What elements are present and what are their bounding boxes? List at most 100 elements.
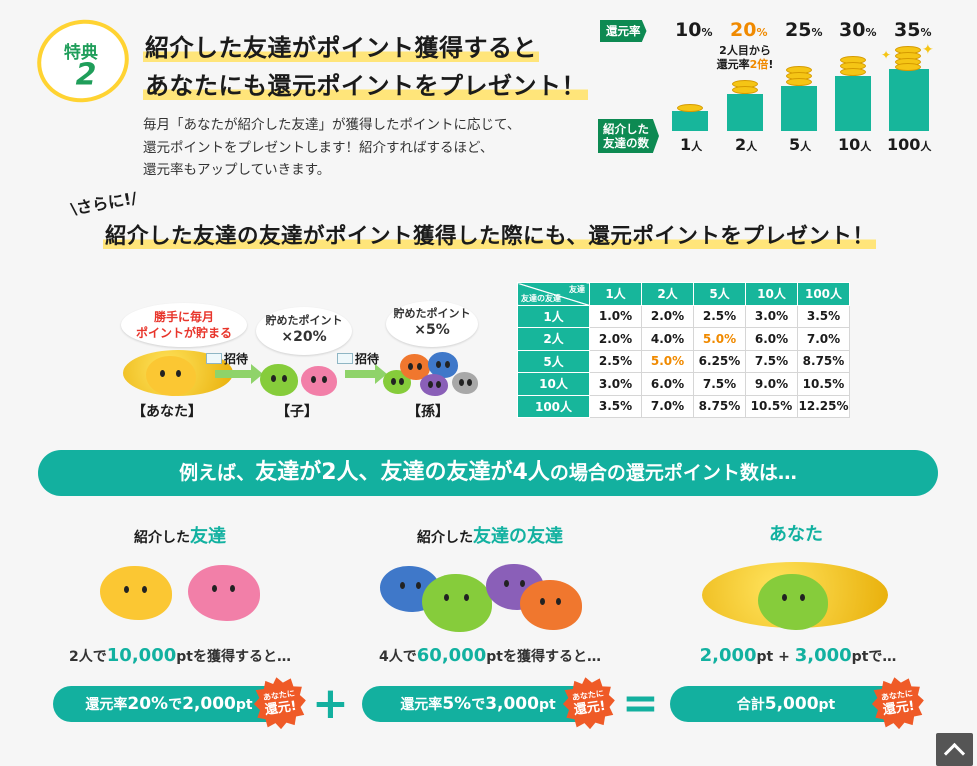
col-you-pill: 合計5,000pt	[670, 686, 902, 722]
double-rate-callout: 2人目から 還元率2倍!	[716, 44, 774, 71]
envelope-icon	[337, 353, 353, 364]
table-row-header: 2人	[517, 327, 590, 351]
table-cell: 3.5%	[797, 304, 850, 328]
table-row: 2人 2.0% 4.0% 5.0% 6.0% 7.0%	[517, 327, 850, 351]
bubble-you: 勝手に毎月 ポイントが貯まる	[121, 303, 247, 347]
col-friends-title: 紹介した友達	[134, 526, 226, 547]
table-row-header: 100人	[517, 394, 590, 418]
col-fof-summary: 4人で60,000ptを獲得すると…	[379, 645, 601, 666]
table-row: 10人 3.0% 6.0% 7.5% 9.0% 10.5%	[517, 372, 850, 396]
table-cell: 10.5%	[745, 394, 798, 418]
table-cell: 4.0%	[641, 327, 694, 351]
sparkle-icon: ✦	[881, 48, 892, 62]
table-col-header: 10人	[745, 282, 798, 306]
example-banner: 例えば、友達が2人、友達の友達が4人の場合の還元ポイント数は…	[38, 450, 938, 496]
col-fof-pill: 還元率5%で3,000pt	[362, 686, 594, 722]
table-cell-highlight: 5.0%	[641, 349, 694, 373]
arrow-right-icon	[345, 364, 387, 384]
table-cell: 2.5%	[589, 349, 642, 373]
coin-icon	[895, 63, 921, 71]
table-cell: 7.5%	[745, 349, 798, 373]
description-line: 毎月「あなたが紹介した友達」が獲得したポイントに応じて、	[143, 117, 521, 133]
count-value: 10人	[838, 135, 872, 154]
count-value: 100人	[887, 135, 932, 154]
table-cell: 12.25%	[797, 394, 850, 418]
table-cell: 9.0%	[745, 372, 798, 396]
table-cell: 10.5%	[797, 372, 850, 396]
table-cell: 6.25%	[693, 349, 746, 373]
rate-bar	[781, 86, 817, 131]
table-row-header: 10人	[517, 372, 590, 396]
table-cell: 6.0%	[641, 372, 694, 396]
rate-value: 10%	[675, 19, 713, 41]
grandchild-character-icon	[452, 372, 478, 394]
return-burst-badge: あなたに 還元!	[251, 674, 310, 733]
table-corner-header: 友達 友達の友達	[517, 282, 590, 306]
col-friends-pill: 還元率20%で2,000pt	[53, 686, 285, 722]
table-cell: 2.5%	[693, 304, 746, 328]
friend-pink-character-icon	[188, 565, 260, 621]
table-col-header: 2人	[641, 282, 694, 306]
table-cell: 8.75%	[693, 394, 746, 418]
col-you-summary: 2,000pt + 3,000ptで…	[699, 645, 897, 666]
coin-icon	[786, 78, 812, 86]
coin-icon	[732, 86, 758, 94]
badge-number: 2	[75, 57, 97, 93]
rate-value: 20%	[730, 19, 768, 41]
coin-icon	[677, 104, 703, 112]
friend-yellow-character-icon	[100, 566, 172, 620]
headline-line-1: 紹介した友達がポイント獲得すると	[143, 34, 539, 62]
child-green-character-icon	[260, 364, 298, 396]
table-row-header: 1人	[517, 304, 590, 328]
rate-value: 25%	[785, 19, 823, 41]
count-value: 2人	[735, 135, 758, 154]
table-row-header: 5人	[517, 349, 590, 373]
equals-icon: =	[622, 678, 659, 729]
table-col-header: 1人	[589, 282, 642, 306]
fof-green-character-icon	[422, 574, 492, 632]
table-cell: 1.0%	[589, 304, 642, 328]
description-line: 還元ポイントをプレゼントします！紹介すればするほど、	[143, 139, 494, 156]
grandchild-character-icon	[420, 374, 448, 396]
table-row: 1人 1.0% 2.0% 2.5% 3.0% 3.5%	[517, 304, 850, 328]
return-burst-badge: あなたに 還元!	[869, 674, 928, 733]
rate-label: 還元率	[600, 20, 647, 42]
col-friends-summary: 2人で10,000ptを獲得すると…	[69, 645, 291, 666]
sarani-tag: \さらに!/	[69, 188, 139, 219]
envelope-icon	[206, 353, 222, 364]
table-cell: 8.75%	[797, 349, 850, 373]
rate-bar	[835, 76, 871, 131]
child-pink-character-icon	[301, 366, 337, 396]
table-cell: 2.0%	[589, 327, 642, 351]
rate-value: 30%	[839, 19, 877, 41]
table-col-header: 5人	[693, 282, 746, 306]
table-row: 100人 3.5% 7.0% 8.75% 10.5% 12.25%	[517, 394, 850, 418]
table-cell: 6.0%	[745, 327, 798, 351]
rate-table: 友達 友達の友達 1人 2人 5人 10人 100人 1人 1.0% 2.0% 2…	[517, 282, 850, 418]
table-col-header: 100人	[797, 282, 850, 306]
count-label: 紹介した 友達の数	[598, 119, 659, 153]
description-line: 還元率もアップしていきます。	[143, 162, 331, 178]
table-cell: 3.0%	[589, 372, 642, 396]
table-cell: 3.5%	[589, 394, 642, 418]
table-cell: 2.0%	[641, 304, 694, 328]
grandchild-character-icon	[428, 352, 458, 378]
table-cell: 7.0%	[641, 394, 694, 418]
col-friends-of-friends-title: 紹介した友達の友達	[417, 526, 563, 547]
col-you-title: あなた	[769, 524, 823, 545]
table-cell: 7.5%	[693, 372, 746, 396]
bubble-grandchild: 貯めたポイント ×5%	[386, 301, 478, 347]
count-value: 1人	[680, 135, 703, 154]
sparkle-icon: ✦	[922, 42, 934, 58]
rate-bar	[727, 94, 763, 131]
plus-icon: +	[312, 678, 349, 729]
you-green-character-icon	[758, 574, 828, 630]
table-cell: 7.0%	[797, 327, 850, 351]
table-header-row: 友達 友達の友達 1人 2人 5人 10人 100人	[517, 282, 850, 306]
sarani-headline: 紹介した友達の友達がポイント獲得した際にも、還元ポイントをプレゼント！	[103, 224, 877, 249]
you-character-icon	[146, 356, 196, 396]
return-burst-badge: あなたに 還元!	[560, 674, 619, 733]
scroll-to-top-button[interactable]	[936, 733, 973, 766]
benefit-badge: 特典 2	[29, 11, 137, 111]
rate-value: 35%	[894, 19, 932, 41]
